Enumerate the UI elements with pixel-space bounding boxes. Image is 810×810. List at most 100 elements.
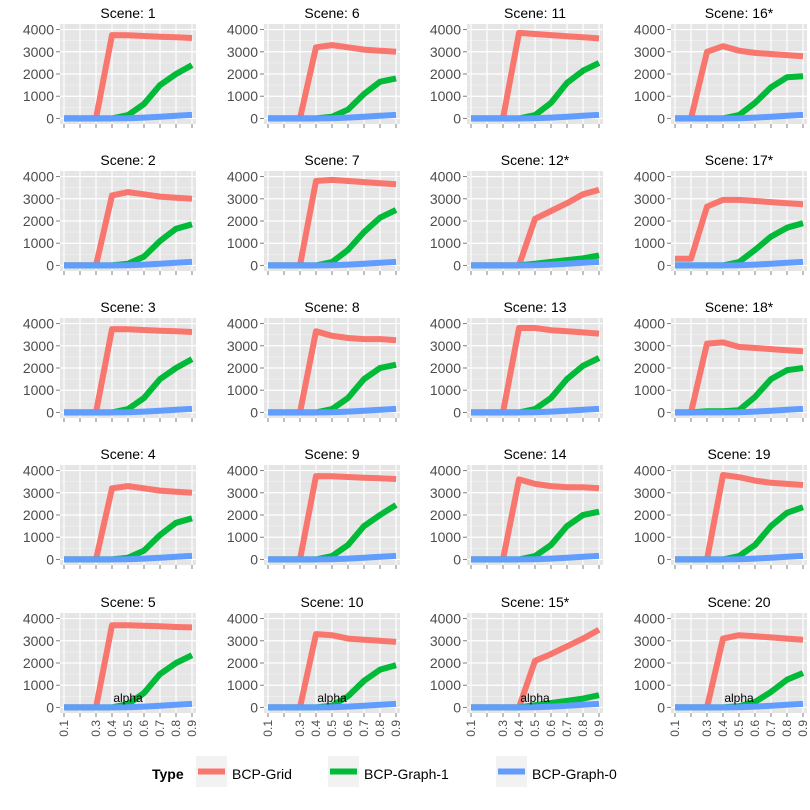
y-tick-label: 1000 (23, 529, 54, 545)
y-tick-label: 2000 (430, 507, 461, 523)
y-tick-label: 0 (46, 699, 54, 715)
y-tick-label: 4000 (23, 463, 54, 479)
y-tick-label: 1000 (227, 382, 258, 398)
series-line (675, 700, 804, 711)
y-tick-label: 2000 (430, 213, 461, 229)
y-tick-label: 4000 (634, 611, 665, 627)
facet-title: Scene: 3 (100, 299, 155, 315)
y-tick-label: 2000 (227, 66, 258, 82)
facet-title: Scene: 2 (100, 152, 155, 168)
y-tick-label: 0 (657, 110, 665, 126)
y-tick-label: 3000 (430, 44, 461, 60)
x-tick-label: 0.7 (764, 720, 778, 737)
x-tick-label: 0.4 (105, 720, 119, 737)
y-tick-label: 2000 (227, 360, 258, 376)
x-tick-label: 0.9 (796, 720, 810, 737)
x-tick-label: 0.9 (592, 720, 606, 737)
series-line (675, 552, 804, 563)
x-tick-label: 0.9 (185, 720, 199, 737)
facet-title: Scene: 5 (100, 594, 155, 610)
x-tick-label: 0.8 (169, 720, 183, 737)
y-tick-label: 3000 (430, 633, 461, 649)
y-tick-label: 4000 (227, 22, 258, 38)
y-tick-label: 4000 (227, 316, 258, 332)
facet-panel: Scene: 6 0 1000 2000 3000 4000 (227, 5, 400, 128)
facet-title: Scene: 14 (503, 446, 566, 462)
y-tick-label: 0 (250, 110, 258, 126)
legend-label: BCP-Grid (232, 766, 292, 782)
facet-panel: Scene: 7 0 1000 2000 3000 4000 (227, 152, 400, 275)
y-tick-label: 4000 (634, 22, 665, 38)
facet-title: Scene: 8 (304, 299, 359, 315)
y-tick-label: 3000 (634, 191, 665, 207)
y-tick-label: 4000 (227, 463, 258, 479)
y-tick-label: 4000 (634, 169, 665, 185)
facet-title: Scene: 16* (705, 5, 774, 21)
facet-panel: Scene: 1 0 1000 2000 3000 4000 (23, 5, 196, 128)
facet-panel: Scene: 4 0 1000 2000 3000 4000 (23, 446, 196, 569)
x-tick-label: 0.3 (700, 720, 714, 737)
facet-title: Scene: 1 (100, 5, 155, 21)
x-tick-label: 0.5 (325, 720, 339, 737)
x-tick-label: 0.4 (716, 720, 730, 737)
facet-title: Scene: 9 (304, 446, 359, 462)
y-tick-label: 4000 (430, 611, 461, 627)
y-tick-label: 4000 (430, 316, 461, 332)
series-line (675, 339, 804, 416)
series-line (268, 700, 397, 711)
y-tick-label: 0 (250, 257, 258, 273)
y-tick-label: 4000 (23, 316, 54, 332)
y-tick-label: 1000 (227, 677, 258, 693)
facet-title: Scene: 19 (707, 446, 770, 462)
y-tick-label: 3000 (23, 633, 54, 649)
x-tick-label: 0.1 (668, 720, 682, 737)
y-tick-label: 0 (657, 404, 665, 420)
x-tick-label: 0.5 (732, 720, 746, 737)
y-tick-label: 2000 (23, 360, 54, 376)
y-tick-label: 2000 (430, 655, 461, 671)
x-tick-label: 0.1 (57, 720, 71, 737)
facet-title: Scene: 11 (504, 5, 566, 21)
y-tick-label: 3000 (430, 338, 461, 354)
y-tick-label: 0 (453, 551, 461, 567)
y-tick-label: 3000 (634, 44, 665, 60)
x-tick-label: 0.6 (748, 720, 762, 737)
y-tick-label: 2000 (23, 66, 54, 82)
y-tick-label: 0 (453, 404, 461, 420)
x-tick-label: 0.6 (544, 720, 558, 737)
y-tick-label: 2000 (227, 213, 258, 229)
y-tick-label: 1000 (227, 88, 258, 104)
facet-panel: Scene: 14 0 1000 2000 3000 4000 (430, 446, 603, 569)
y-tick-label: 1000 (430, 529, 461, 545)
x-tick-label: 0.9 (389, 720, 403, 737)
y-tick-label: 4000 (23, 169, 54, 185)
facet-panel: Scene: 17* 0 1000 2000 3000 4000 (634, 152, 807, 275)
facet-title: Scene: 18* (705, 299, 774, 315)
y-tick-label: 1000 (430, 382, 461, 398)
facet-title: Scene: 7 (304, 152, 359, 168)
series-line (675, 111, 804, 122)
y-tick-label: 3000 (23, 191, 54, 207)
y-tick-label: 0 (46, 257, 54, 273)
y-tick-label: 3000 (227, 338, 258, 354)
y-tick-label: 1000 (23, 88, 54, 104)
y-tick-label: 0 (46, 110, 54, 126)
y-tick-label: 4000 (634, 463, 665, 479)
y-tick-label: 3000 (23, 485, 54, 501)
series-line (64, 405, 193, 416)
legend: Type BCP-Grid BCP-Graph-1 BCP-Graph-0 (152, 756, 617, 787)
facet-panel: Scene: 5 0 1000 2000 3000 4000 0.1 0.3 0.4 0.5 0.6… (23, 594, 199, 737)
y-tick-label: 3000 (430, 485, 461, 501)
x-axis-title: alpha (520, 691, 550, 705)
y-tick-label: 1000 (430, 235, 461, 251)
y-tick-label: 3000 (23, 44, 54, 60)
x-tick-label: 0.5 (121, 720, 135, 737)
y-tick-label: 2000 (23, 507, 54, 523)
series-line (268, 111, 397, 122)
x-tick-label: 0.3 (496, 720, 510, 737)
x-tick-label: 0.6 (341, 720, 355, 737)
series-line (675, 405, 804, 416)
